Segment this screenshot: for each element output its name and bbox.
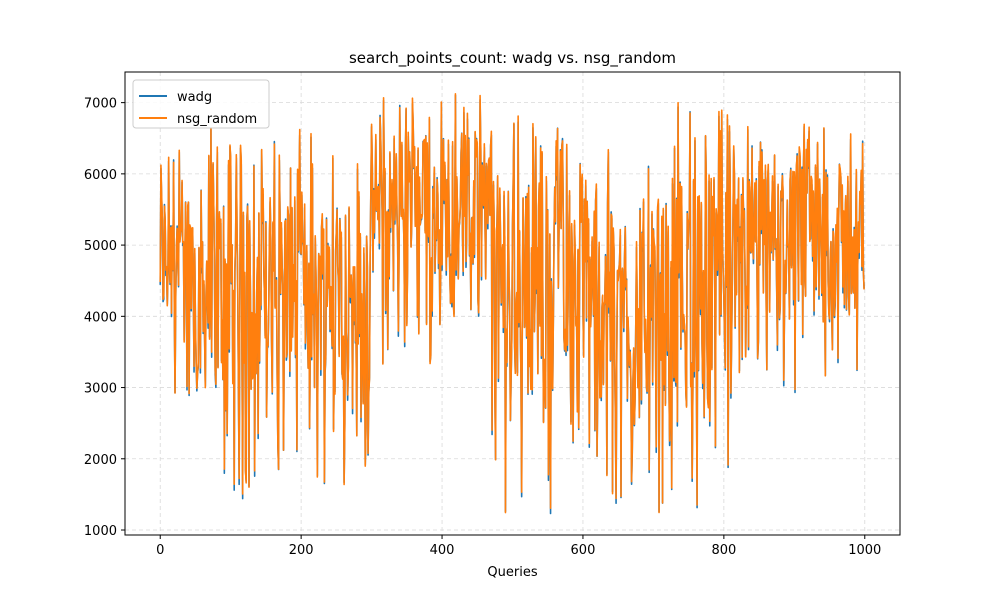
legend: wadg nsg_random (132, 79, 270, 129)
x-tick-label: 800 (711, 543, 736, 558)
x-axis-label: Queries (487, 565, 537, 580)
y-axis: 1000 2000 3000 4000 5000 6000 7000 (84, 97, 125, 539)
y-tick-label: 7000 (84, 97, 117, 112)
plot-frame (124, 71, 901, 536)
plot-lines (159, 92, 865, 515)
x-tick-label: 400 (430, 543, 455, 558)
y-tick-label: 6000 (84, 168, 117, 183)
legend-label-wadg: wadg (177, 90, 212, 105)
x-tick-label: 1000 (848, 543, 881, 558)
y-tick-label: 4000 (84, 310, 117, 325)
series-line-nsg_random (159, 92, 865, 514)
y-tick-label: 1000 (84, 524, 117, 539)
legend-label-nsg_random: nsg_random (177, 112, 257, 127)
y-tick-label: 5000 (84, 239, 117, 254)
legend-box (132, 79, 270, 129)
y-tick-label: 3000 (84, 382, 117, 397)
x-tick-label: 0 (156, 543, 164, 558)
x-tick-label: 200 (289, 543, 314, 558)
chart-title: search_points_count: wadg vs. nsg_random (349, 49, 676, 68)
y-tick-label: 2000 (84, 453, 117, 468)
x-tick-label: 600 (571, 543, 596, 558)
x-axis: 0 200 400 600 800 1000 (156, 535, 881, 558)
